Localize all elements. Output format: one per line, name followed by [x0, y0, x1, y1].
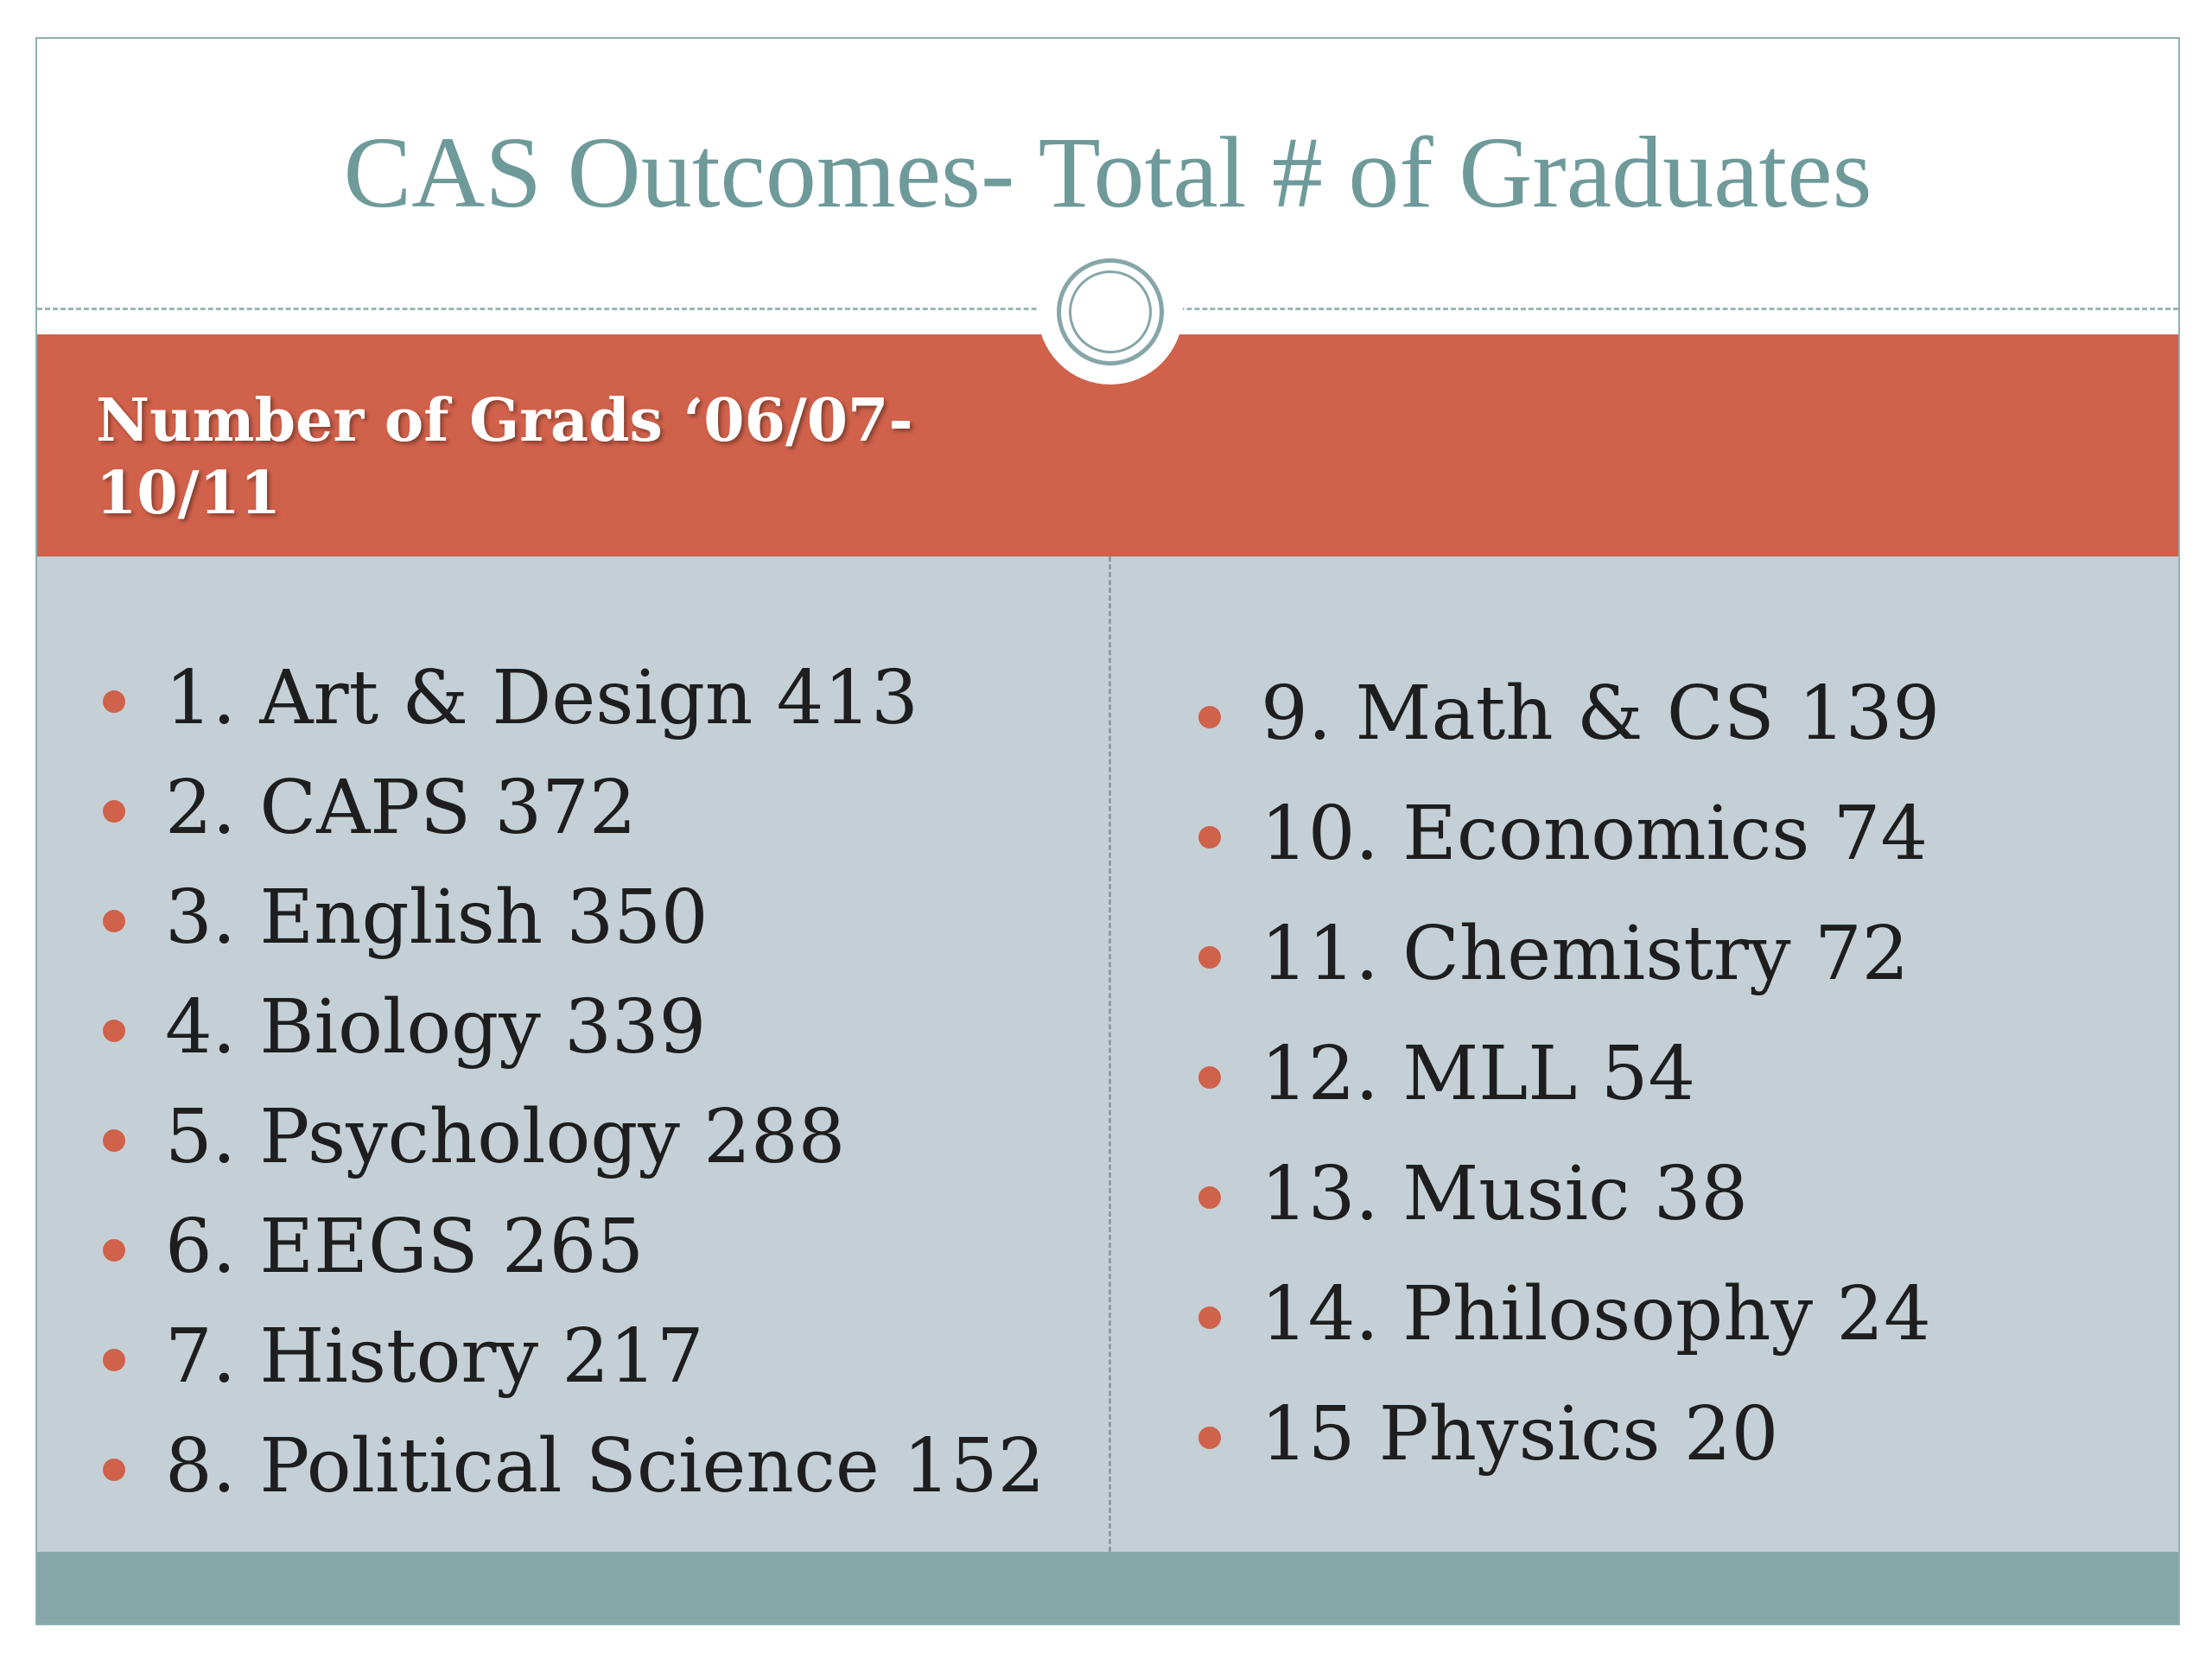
list-item: 4. Biology 339: [99, 973, 1045, 1083]
list-item: 15 Physics 20: [1195, 1375, 1940, 1495]
bullet-icon: [103, 1128, 125, 1152]
list-item: 14. Philosophy 24: [1195, 1255, 1940, 1375]
bullet-icon: [103, 799, 125, 823]
slide-subtitle: Number of Grads ‘06/07-10/11: [96, 386, 913, 528]
list-item: 8. Political Science 152: [99, 1412, 1045, 1522]
bullet-icon: [1198, 1306, 1221, 1329]
list-item: 12. MLL 54: [1195, 1014, 1940, 1135]
bullet-icon: [103, 909, 125, 932]
bullet-icon: [1198, 1065, 1221, 1089]
right-column-list: 9. Math & CS 139 10. Economics 74 11. Ch…: [1195, 654, 1940, 1495]
list-item: 10. Economics 74: [1195, 774, 1940, 894]
bullet-icon: [1198, 825, 1221, 849]
bullet-icon: [1198, 945, 1221, 969]
slide-title: CAS Outcomes- Total # of Graduates: [343, 116, 1872, 229]
list-item: 1. Art & Design 413: [99, 644, 1045, 753]
list-item: 6. EEGS 265: [99, 1192, 1045, 1302]
bullet-icon: [103, 1019, 125, 1042]
list-item: 9. Math & CS 139: [1195, 654, 1940, 774]
bullet-icon: [1198, 1426, 1221, 1449]
bullet-icon: [103, 690, 125, 713]
bullet-icon: [103, 1458, 125, 1481]
bullet-icon: [1198, 705, 1221, 728]
bullet-icon: [103, 1238, 125, 1262]
list-item: 7. History 217: [99, 1302, 1045, 1412]
list-item: 5. Psychology 288: [99, 1083, 1045, 1192]
list-item: 13. Music 38: [1195, 1135, 1940, 1255]
list-item: 2. CAPS 372: [99, 753, 1045, 863]
footer-band: [37, 1552, 2178, 1624]
circle-ornament-icon: [1038, 239, 1183, 385]
column-divider: [1109, 556, 1111, 1552]
bullet-icon: [1198, 1185, 1221, 1209]
content-area: [37, 556, 2178, 1552]
bullet-icon: [103, 1348, 125, 1371]
left-column-list: 1. Art & Design 413 2. CAPS 372 3. Engli…: [99, 644, 1045, 1522]
slide: CAS Outcomes- Total # of Graduates Numbe…: [35, 37, 2180, 1625]
list-item: 3. English 350: [99, 863, 1045, 973]
list-item: 11. Chemistry 72: [1195, 894, 1940, 1014]
